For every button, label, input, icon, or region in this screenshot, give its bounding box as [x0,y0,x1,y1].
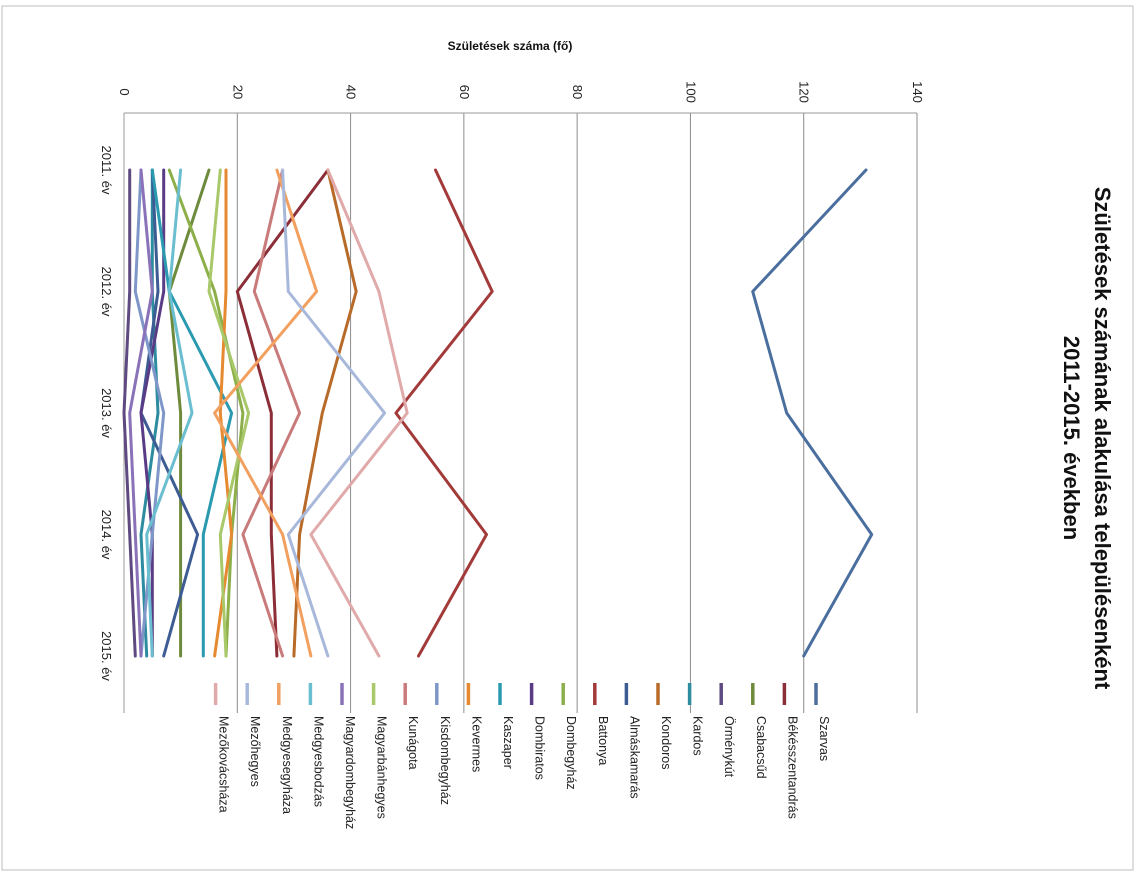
y-tick-label: 40 [344,85,359,99]
series-line [292,168,358,658]
legend-label: Örménykút [722,716,736,778]
series-line [241,168,302,658]
legend-label: Kaszaper [501,716,515,769]
series-line [213,168,234,658]
legend-label: Kunágota [406,716,420,770]
y-tick-label: 140 [910,81,925,103]
legend-label: Csabacsűd [754,716,768,779]
legend-label: Kisdombegyház [438,716,452,805]
y-tick-label: 120 [797,81,812,103]
series-line [150,168,234,658]
legend-label: Kevermes [469,716,483,772]
series-line [122,168,137,658]
series-line [309,168,409,658]
legend: Szarvas Békésszentandrás Csabacsűd Örménykú… [213,683,831,829]
series-lines [122,168,874,658]
legend-label: Mezőkovácsháza [217,716,231,813]
chart-border [1,5,1134,871]
series-line [213,168,319,658]
y-tick-label: 20 [230,85,245,99]
series-line [207,168,251,658]
legend-label: Dombiratos [533,716,547,780]
x-tick-label: 2013. év [99,388,114,438]
legend-label: Szarvas [817,716,831,761]
legend-label: Medgyesegyháza [280,716,294,814]
axis-ticks: 0 20 40 60 80 100 120 140 2011. év 2012. év 2013. … [99,81,925,681]
legend-label: Dombegyház [564,716,578,790]
legend-label: Magyarbánhegyes [375,716,389,819]
legend-label: Battonya [596,716,610,765]
x-tick-label: 2014. év [99,510,114,560]
legend-label: Medgyesbodzás [311,716,325,807]
y-tick-label: 100 [683,81,698,103]
x-tick-label: 2012. év [99,267,114,317]
legend-label: Kondoros [659,716,673,770]
series-line [751,168,874,658]
series-line [145,168,194,658]
legend-label: Magyardombegyház [343,716,357,829]
legend-label: Kardos [691,716,705,756]
legend-label: Mezőhegyes [248,716,262,787]
legend-label: Békésszentandrás [785,716,799,819]
chart-title: Születések számának alakulása települése… [1059,187,1115,690]
series-line [394,168,494,658]
series-line [235,168,330,658]
y-tick-label: 60 [457,85,472,99]
chart-title-line-1: Születések számának alakulása települése… [1090,187,1115,690]
y-axis-label: Születések száma (fő) [448,39,573,53]
gridlines [123,112,918,713]
legend-label: Almáskamarás [627,716,641,799]
series-line [128,168,154,658]
series-line [281,168,387,658]
series-line [139,168,160,658]
chart-title-line-2: 2011-2015. években [1059,336,1084,540]
x-tick-label: 2011. év [99,146,114,195]
series-line [167,168,211,658]
y-tick-label: 0 [117,88,132,95]
series-line [167,168,245,658]
y-tick-label: 80 [570,85,585,99]
x-tick-label: 2015. év [99,631,114,681]
